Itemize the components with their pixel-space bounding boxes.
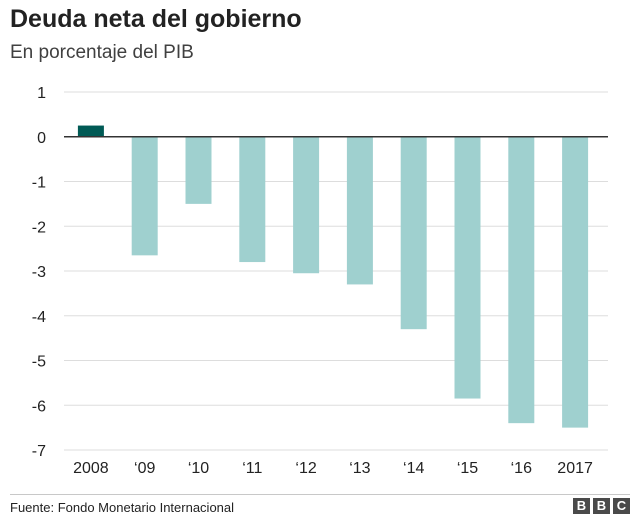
x-tick-label: ‘10 (188, 460, 209, 477)
bar-10 (185, 136, 212, 204)
x-tick-label: ‘12 (295, 460, 316, 477)
x-tick-label: ‘16 (511, 460, 532, 477)
bar-11 (239, 136, 266, 263)
y-tick-label: -7 (32, 443, 46, 460)
bar-15 (454, 136, 481, 399)
logo-letter: B (573, 498, 590, 514)
y-tick-label: 1 (37, 85, 46, 102)
logo-letter: B (593, 498, 610, 514)
y-tick-label: -3 (32, 264, 46, 281)
bar-13 (346, 136, 373, 285)
x-tick-label: 2008 (73, 460, 109, 477)
bar-2017 (562, 136, 589, 428)
bar-12 (293, 136, 320, 274)
x-tick-label: 2017 (557, 460, 593, 477)
footer-divider (10, 494, 630, 495)
bar-chart: 1 0 -1 -2 -3 -4 -5 -6 -7 2008 ‘09 ‘10 ‘11 ‘12 ‘13 ‘14 ‘1… (32, 85, 608, 477)
y-tick-label: -2 (32, 219, 46, 236)
x-tick-label: ‘14 (403, 460, 424, 477)
bbc-logo: B B C (573, 498, 630, 514)
bar-16 (508, 136, 535, 424)
chart-subtitle: En porcentaje del PIB (10, 42, 194, 63)
source-note: Fuente: Fondo Monetario Internacional (10, 500, 235, 515)
chart-title: Deuda neta del gobierno (10, 5, 302, 33)
x-tick-label: ‘15 (457, 460, 478, 477)
y-tick-label: -1 (32, 175, 46, 192)
x-tick-label: ‘11 (242, 460, 262, 477)
logo-letter: C (613, 498, 630, 514)
y-tick-label: -5 (32, 354, 46, 371)
x-tick-label: ‘09 (134, 460, 155, 477)
y-tick-label: -4 (32, 309, 46, 326)
bar-09 (131, 136, 158, 256)
bar-2008 (77, 125, 104, 137)
x-tick-label: ‘13 (349, 460, 370, 477)
y-tick-label: 0 (37, 130, 46, 147)
bar-14 (400, 136, 427, 330)
y-tick-label: -6 (32, 398, 46, 415)
